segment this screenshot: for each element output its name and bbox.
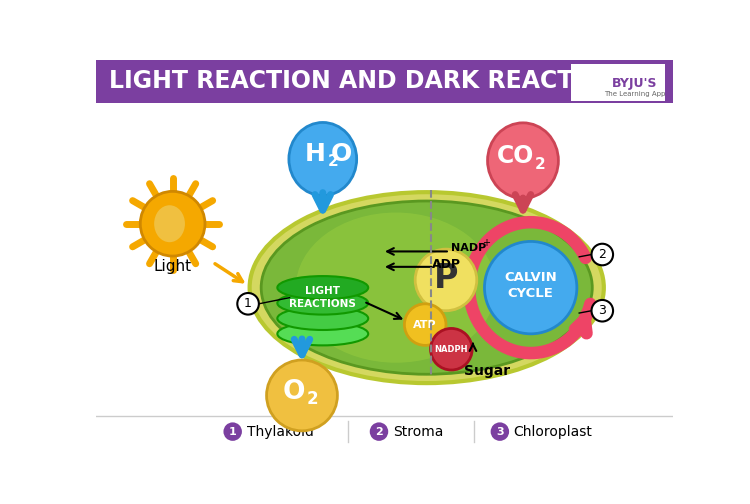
Text: NADPH: NADPH (434, 345, 468, 354)
Text: ATP: ATP (413, 320, 437, 330)
Text: 1: 1 (244, 297, 252, 310)
Text: 3: 3 (598, 304, 606, 317)
Ellipse shape (154, 205, 185, 242)
Circle shape (224, 422, 242, 441)
Circle shape (370, 422, 388, 441)
Ellipse shape (278, 322, 368, 345)
Circle shape (237, 293, 259, 314)
Text: Sugar: Sugar (464, 364, 510, 378)
Ellipse shape (278, 307, 368, 330)
Text: Thylakoid: Thylakoid (247, 424, 314, 438)
Circle shape (404, 304, 446, 345)
Text: Stroma: Stroma (393, 424, 443, 438)
Text: 2: 2 (535, 157, 545, 172)
Text: O: O (283, 379, 305, 405)
Circle shape (484, 241, 577, 334)
Text: ADP: ADP (431, 258, 460, 271)
Text: LIGHT REACTION AND DARK REACTION: LIGHT REACTION AND DARK REACTION (109, 69, 622, 93)
Text: 2: 2 (375, 426, 382, 436)
Circle shape (140, 192, 205, 256)
Bar (572, 64, 665, 100)
Ellipse shape (261, 201, 592, 374)
Text: 3: 3 (496, 426, 504, 436)
Circle shape (490, 422, 509, 441)
Text: P: P (433, 262, 458, 295)
Text: +: + (482, 238, 490, 248)
Ellipse shape (250, 192, 604, 383)
Ellipse shape (278, 276, 368, 299)
Circle shape (592, 244, 613, 265)
Ellipse shape (488, 123, 559, 198)
Text: Chloroplast: Chloroplast (514, 424, 592, 438)
Circle shape (592, 300, 613, 322)
Ellipse shape (289, 122, 357, 196)
Circle shape (430, 329, 472, 370)
Text: The Learning App: The Learning App (604, 91, 665, 97)
Ellipse shape (266, 360, 338, 431)
Circle shape (416, 249, 477, 311)
Text: 2: 2 (307, 390, 319, 408)
Ellipse shape (296, 213, 496, 363)
Text: CALVIN
CYCLE: CALVIN CYCLE (504, 271, 557, 300)
Text: 1: 1 (229, 426, 236, 436)
Text: O: O (331, 142, 352, 166)
Text: 2: 2 (328, 154, 338, 169)
Text: H: H (304, 143, 326, 166)
Bar (96, 60, 674, 103)
Ellipse shape (278, 291, 368, 314)
Text: 2: 2 (598, 248, 606, 261)
Text: Light: Light (154, 260, 192, 274)
Text: BYJU'S: BYJU'S (612, 77, 657, 90)
Text: LIGHT
REACTIONS: LIGHT REACTIONS (290, 286, 356, 309)
Text: CO: CO (497, 144, 535, 168)
Text: NADP: NADP (452, 242, 487, 253)
